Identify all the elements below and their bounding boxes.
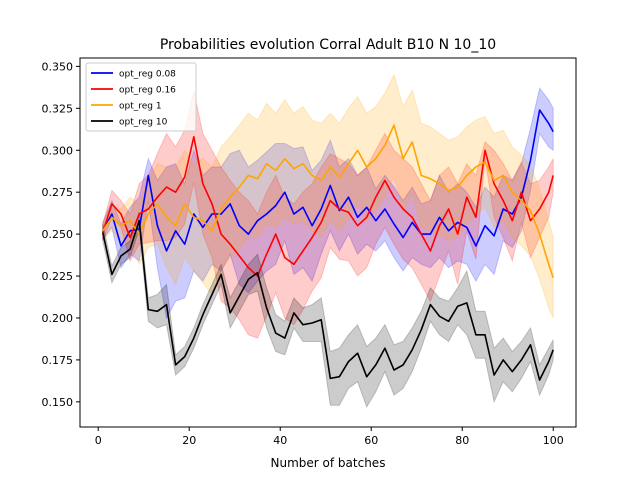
y-tick-label: 0.150 bbox=[42, 396, 74, 409]
x-tick-label: 20 bbox=[182, 434, 196, 447]
y-tick-label: 0.275 bbox=[42, 186, 74, 199]
x-tick-label: 100 bbox=[543, 434, 564, 447]
y-tick-label: 0.300 bbox=[42, 144, 74, 157]
band-opt-reg-1 bbox=[102, 73, 554, 319]
line-opt-reg-0-16 bbox=[102, 136, 554, 277]
y-tick-label: 0.200 bbox=[42, 312, 74, 325]
y-tick-label: 0.250 bbox=[42, 228, 74, 241]
legend-label-opt-reg-10: opt_reg 10 bbox=[119, 118, 168, 128]
y-axis-ticks: 0.150 0.175 0.200 0.225 0.250 0.275 0.300 0.325… bbox=[42, 60, 80, 409]
series-lines bbox=[102, 109, 554, 381]
x-axis-label: Number of batches bbox=[271, 456, 386, 470]
y-tick-label: 0.325 bbox=[42, 102, 74, 115]
chart-title: Probabilities evolution Corral Adult B10… bbox=[160, 37, 496, 53]
legend-label-opt-reg-1: opt_reg 1 bbox=[119, 102, 162, 112]
plot-frame bbox=[79, 57, 577, 428]
band-opt-reg-0-08 bbox=[102, 87, 554, 320]
legend: opt_reg 0.08 opt_reg 0.16 opt_reg 1 opt_reg… bbox=[85, 62, 197, 132]
x-tick-label: 40 bbox=[273, 434, 287, 447]
band-opt-reg-0-16 bbox=[102, 91, 554, 339]
line-opt-reg-10 bbox=[102, 219, 554, 381]
y-tick-label: 0.350 bbox=[42, 60, 74, 73]
line-opt-reg-0-08 bbox=[102, 109, 554, 252]
x-tick-label: 0 bbox=[95, 434, 102, 447]
x-tick-label: 60 bbox=[364, 434, 378, 447]
y-tick-label: 0.175 bbox=[42, 354, 74, 367]
line-opt-reg-1 bbox=[102, 124, 554, 278]
legend-box bbox=[85, 62, 197, 132]
legend-label-opt-reg-0-16: opt_reg 0.16 bbox=[119, 86, 176, 96]
y-tick-label: 0.225 bbox=[42, 270, 74, 283]
legend-label-opt-reg-0-08: opt_reg 0.08 bbox=[119, 70, 176, 80]
x-axis-ticks: 0 20 40 60 80 100 bbox=[95, 427, 564, 447]
x-tick-label: 80 bbox=[455, 434, 469, 447]
